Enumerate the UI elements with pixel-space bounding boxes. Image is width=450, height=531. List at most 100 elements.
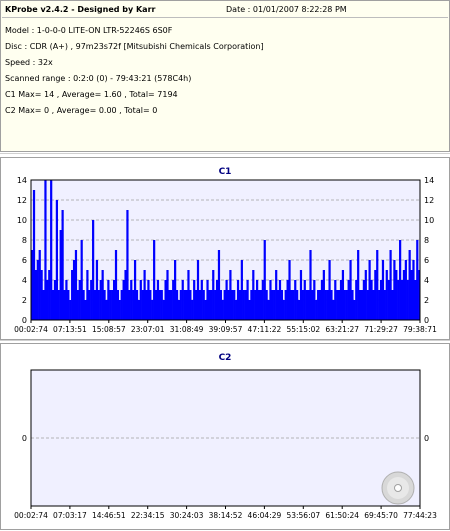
data-bar <box>404 260 407 320</box>
data-bar <box>151 300 154 320</box>
chart-title: C2 <box>219 353 232 363</box>
data-bar <box>406 280 409 320</box>
data-bar <box>71 270 74 320</box>
data-bar <box>200 280 203 320</box>
data-bar <box>397 280 400 320</box>
data-bar <box>248 300 251 320</box>
data-bar <box>48 270 51 320</box>
x-tick-label: 31:08:49 <box>170 325 204 334</box>
data-bar <box>120 290 123 320</box>
data-bar <box>250 290 253 320</box>
data-bar <box>219 290 222 320</box>
data-bar <box>259 290 263 320</box>
data-bar <box>294 280 297 320</box>
data-bar <box>183 290 186 320</box>
data-bar <box>242 290 245 320</box>
data-bar <box>355 280 358 320</box>
data-bar <box>387 280 390 320</box>
data-bar <box>229 270 232 320</box>
data-bar <box>147 280 150 320</box>
data-bar <box>175 290 179 320</box>
data-bar <box>156 280 160 320</box>
data-bar <box>164 280 167 320</box>
data-bar <box>189 290 192 320</box>
x-tick-label: 30:24:03 <box>170 511 204 520</box>
data-bar <box>414 280 417 320</box>
data-bar <box>408 250 411 320</box>
data-bar <box>177 300 181 320</box>
data-bar <box>341 270 345 320</box>
data-bar <box>362 280 365 320</box>
y-tick-label-right: 10 <box>424 216 434 225</box>
x-tick-label: 61:50:24 <box>325 511 359 520</box>
data-bar <box>334 280 337 320</box>
data-bar <box>311 290 314 320</box>
data-bar <box>330 290 333 320</box>
data-bar <box>412 260 415 320</box>
data-bar <box>170 290 173 320</box>
data-bar <box>379 280 383 320</box>
data-bar <box>257 290 261 320</box>
data-bar <box>137 300 140 320</box>
data-bar <box>99 280 102 320</box>
data-bar <box>345 290 348 320</box>
data-bar <box>82 290 85 320</box>
x-tick-label: 00:02:74 <box>14 325 48 334</box>
x-tick-label: 63:21:27 <box>325 325 359 334</box>
x-tick-label: 47:11:22 <box>248 325 282 334</box>
data-bar <box>292 290 295 320</box>
data-bar <box>313 280 316 320</box>
data-bar <box>297 300 301 320</box>
data-bar <box>101 270 104 320</box>
data-bar <box>309 250 312 320</box>
data-bar <box>358 290 362 320</box>
c2-chart: C2 0 0 00:02:74 07:03:17 14:46:51 22:34:15 30:2… <box>14 353 437 520</box>
data-bar <box>364 270 367 320</box>
data-bar <box>80 240 83 320</box>
data-bar <box>105 300 108 320</box>
y-tick-label: 10 <box>17 216 27 225</box>
data-bar <box>339 280 343 320</box>
data-bar <box>128 290 131 320</box>
x-tick-label: 77:44:23 <box>403 511 437 520</box>
x-tick-label: 79:38:71 <box>403 325 437 334</box>
data-bar <box>162 300 165 320</box>
y-tick-label: 6 <box>22 256 27 265</box>
data-bar <box>366 290 369 320</box>
chart-title: C1 <box>219 167 232 177</box>
data-bar <box>109 290 112 320</box>
data-bar <box>391 290 394 320</box>
data-bar <box>231 290 234 320</box>
data-bar <box>193 280 196 320</box>
data-bar <box>61 210 64 320</box>
c1-chart: C1 0 0 2 2 4 4 6 6 8 8 10 10 12 12 14 14 00:02:74 07:13:51… <box>14 167 437 334</box>
data-bar <box>280 290 284 320</box>
data-bar <box>126 210 129 320</box>
data-bar <box>286 280 289 320</box>
data-bar <box>360 290 364 320</box>
data-bar <box>34 270 38 320</box>
data-bar <box>198 290 202 320</box>
data-bar <box>204 300 207 320</box>
data-bar <box>353 300 356 320</box>
data-bar <box>267 300 270 320</box>
y-tick-label: 2 <box>22 296 27 305</box>
data-bar <box>269 280 272 320</box>
data-bar <box>141 290 144 320</box>
data-bar <box>336 290 339 320</box>
y-tick-label-right: 14 <box>424 176 434 185</box>
data-bar <box>208 290 211 320</box>
y-tick-label-right: 0 <box>424 434 429 443</box>
data-bar <box>385 270 388 320</box>
data-bar <box>57 290 60 320</box>
scanned-range: Scanned range : 0:2:0 (0) - 79:43:21 (57… <box>5 74 192 83</box>
data-bar <box>84 300 87 320</box>
data-bar <box>166 270 169 320</box>
data-bar <box>296 290 299 320</box>
data-bar <box>92 220 95 320</box>
drive-model: Model : 1-0-0-0 LITE-ON LTR-52246S 6S0F <box>5 26 173 35</box>
x-tick-label: 22:34:15 <box>131 511 165 520</box>
data-bar <box>288 260 291 320</box>
scan-speed: Speed : 32x <box>5 58 53 67</box>
data-bar <box>149 290 152 320</box>
